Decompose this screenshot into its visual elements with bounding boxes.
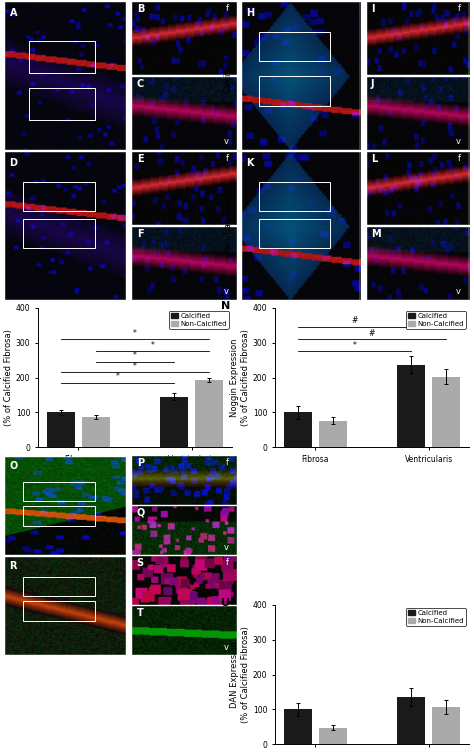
Text: v: v — [456, 137, 461, 146]
Text: *: * — [133, 351, 137, 360]
Text: A: A — [9, 8, 17, 18]
Bar — [259, 219, 330, 248]
Text: R: R — [9, 561, 17, 572]
Bar — [259, 76, 330, 106]
Bar — [29, 41, 95, 73]
Text: #: # — [351, 317, 358, 326]
Text: B: B — [137, 5, 144, 14]
Bar — [397, 697, 425, 744]
Text: f: f — [458, 154, 461, 163]
Text: C: C — [137, 80, 144, 89]
Text: v: v — [224, 543, 228, 552]
Text: #: # — [369, 329, 375, 338]
Text: Q: Q — [137, 508, 145, 518]
Text: D: D — [9, 158, 18, 168]
Bar — [23, 482, 95, 502]
Text: J: J — [371, 80, 374, 89]
Text: M: M — [371, 229, 381, 239]
Bar — [284, 709, 312, 744]
Legend: Calcified, Non-Calcified: Calcified, Non-Calcified — [406, 608, 466, 626]
Bar — [23, 182, 95, 211]
Bar — [23, 219, 95, 248]
Text: N: N — [220, 301, 230, 311]
Text: I: I — [371, 5, 374, 14]
Text: f: f — [458, 5, 461, 14]
Bar — [47, 413, 75, 447]
Text: *: * — [116, 372, 119, 381]
Bar — [23, 506, 95, 526]
Bar — [432, 707, 460, 744]
Legend: Calcified, Non-Calcified: Calcified, Non-Calcified — [169, 311, 229, 329]
Bar — [259, 182, 330, 211]
Y-axis label: CV-2 Expression
(% of Calcified Fibrosa): CV-2 Expression (% of Calcified Fibrosa) — [0, 329, 13, 426]
Text: *: * — [133, 362, 137, 371]
Bar — [319, 420, 347, 447]
Bar — [23, 602, 95, 621]
Bar — [160, 397, 188, 447]
Text: v: v — [224, 137, 228, 146]
Text: E: E — [137, 154, 143, 165]
Text: *: * — [151, 341, 155, 350]
Text: U: U — [220, 598, 229, 608]
Text: T: T — [137, 608, 144, 618]
Text: f: f — [226, 5, 228, 14]
Text: Non-Calcified: Non-Calcified — [223, 197, 232, 253]
Bar — [23, 577, 95, 596]
Text: *: * — [353, 341, 356, 350]
Text: *: * — [133, 329, 137, 338]
Y-axis label: DAN Expression
(% of Calcified Fibrosa): DAN Expression (% of Calcified Fibrosa) — [230, 626, 250, 723]
Text: v: v — [224, 287, 228, 296]
Y-axis label: Noggin Expression
(% of Calcified Fibrosa): Noggin Expression (% of Calcified Fibros… — [230, 329, 250, 426]
Text: O: O — [9, 461, 18, 472]
Bar — [319, 728, 347, 744]
Text: K: K — [246, 158, 254, 168]
Text: v: v — [224, 643, 228, 652]
Bar — [29, 88, 95, 120]
Text: F: F — [137, 229, 143, 239]
Text: v: v — [456, 287, 461, 296]
Text: S: S — [137, 558, 144, 568]
Text: P: P — [137, 458, 144, 468]
Bar — [284, 413, 312, 447]
Text: H: H — [246, 8, 255, 18]
Text: f: f — [226, 458, 228, 467]
Text: Calcified: Calcified — [223, 57, 232, 93]
Bar — [432, 377, 460, 447]
Text: f: f — [226, 154, 228, 163]
Bar — [259, 32, 330, 62]
Bar — [82, 417, 110, 447]
Bar — [195, 380, 223, 447]
Text: f: f — [226, 558, 228, 567]
Bar — [397, 365, 425, 447]
Legend: Calcified, Non-Calcified: Calcified, Non-Calcified — [406, 311, 466, 329]
Text: L: L — [371, 154, 377, 165]
